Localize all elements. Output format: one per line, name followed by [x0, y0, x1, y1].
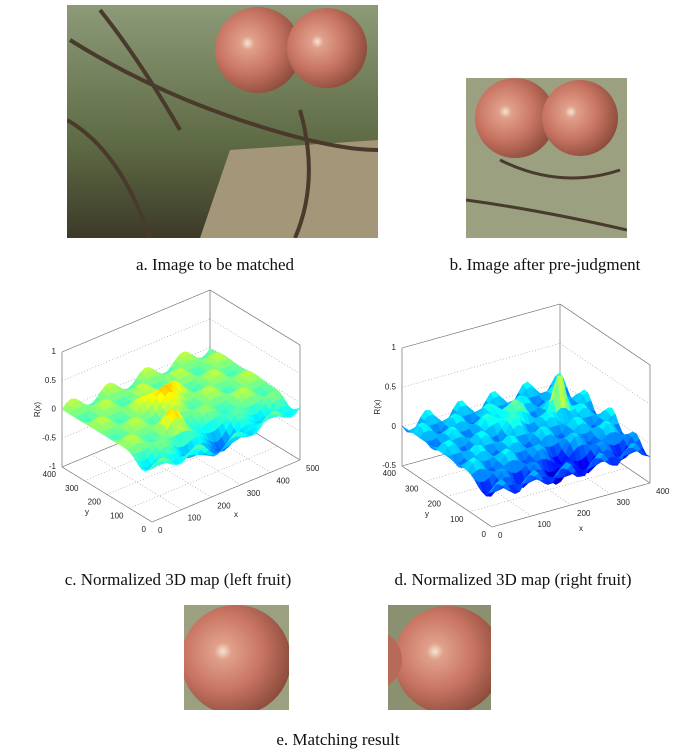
x-tick-label: 0	[158, 526, 163, 535]
grid-line	[560, 343, 650, 404]
x-tick-label: 200	[577, 509, 591, 518]
photo-e-right	[342, 605, 502, 714]
y-tick-label: 400	[43, 470, 57, 479]
z-tick-label: 0.5	[385, 382, 397, 391]
z-tick-label: 0.5	[45, 376, 57, 385]
figure: a. Image to be matched b. Image after pr…	[0, 0, 675, 752]
x-tick-label: 400	[656, 487, 670, 496]
photo-e-left	[181, 605, 291, 715]
photo-b	[466, 78, 627, 238]
caption: d. Normalized 3D map (right fruit)	[395, 570, 632, 589]
x-tick-label: 300	[247, 489, 261, 498]
x-axis-label: x	[234, 510, 238, 519]
z-tick-label: -0.5	[42, 433, 56, 442]
y-tick-label: 0	[482, 530, 487, 539]
y-tick-label: 300	[65, 484, 79, 493]
y-tick-label: 200	[428, 500, 442, 509]
y-tick-label: 100	[450, 515, 464, 524]
caption: c. Normalized 3D map (left fruit)	[65, 570, 292, 589]
grid-line	[402, 343, 560, 387]
x-tick-label: 100	[538, 520, 552, 529]
photo-a	[67, 5, 378, 238]
z-axis-label: R(x)	[33, 402, 42, 417]
y-tick-label: 200	[88, 498, 102, 507]
x-tick-label: 200	[217, 501, 231, 510]
y-tick-label: 300	[405, 484, 419, 493]
z-tick-label: 1	[392, 343, 397, 352]
y-tick-label: 400	[383, 469, 397, 478]
y-tick-label: 0	[142, 525, 147, 534]
y-tick-label: 100	[110, 511, 124, 520]
z-tick-label: 1	[52, 347, 57, 356]
z-tick-label: 0	[392, 422, 397, 431]
z-axis-label: R(x)	[373, 399, 382, 414]
caption: e. Matching result	[276, 730, 399, 749]
x-tick-label: 300	[617, 498, 631, 507]
caption: b. Image after pre-judgment	[450, 255, 641, 274]
y-axis-label: y	[425, 510, 429, 519]
x-tick-label: 0	[498, 531, 503, 540]
x-axis-label: x	[579, 524, 583, 533]
x-tick-label: 400	[276, 477, 290, 486]
z-tick-label: 0	[52, 405, 57, 414]
x-tick-label: 100	[188, 514, 202, 523]
y-axis-label: y	[85, 508, 89, 517]
x-tick-label: 500	[306, 464, 320, 473]
caption: a. Image to be matched	[136, 255, 295, 274]
